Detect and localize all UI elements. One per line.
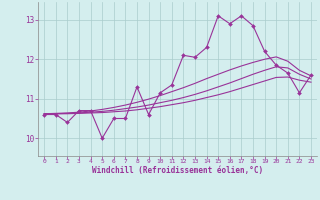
X-axis label: Windchill (Refroidissement éolien,°C): Windchill (Refroidissement éolien,°C) xyxy=(92,166,263,175)
